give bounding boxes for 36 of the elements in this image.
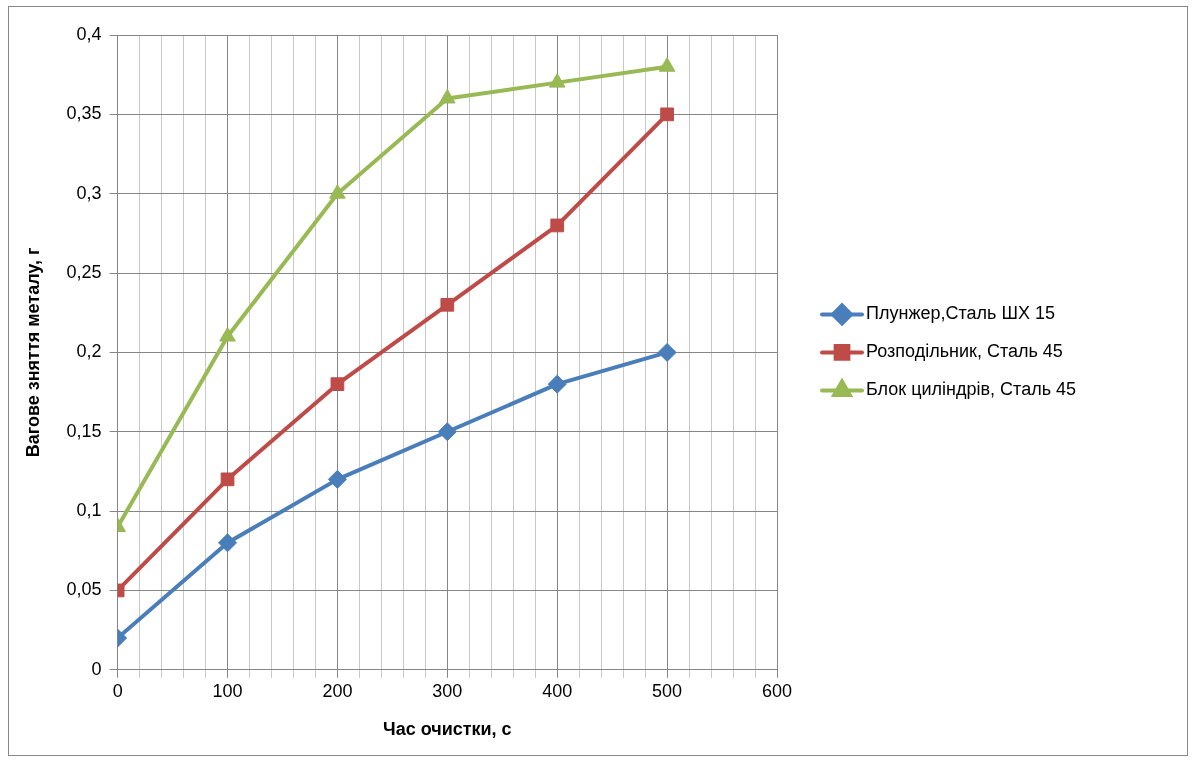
y-tick-label: 0 <box>91 658 102 679</box>
point <box>330 377 345 391</box>
x-tick-label: 200 <box>322 680 353 701</box>
y-axis-title: Вагове зняття металу, г <box>22 246 43 458</box>
y-tick-label: 0,2 <box>76 341 102 362</box>
legend-label: Блок циліндрів, Сталь 45 <box>866 379 1077 400</box>
x-tick-label: 100 <box>212 680 243 701</box>
point <box>660 107 674 122</box>
x-tick-label: 0 <box>112 680 123 701</box>
x-tick-label: 400 <box>542 680 573 701</box>
y-tick-label: 0,3 <box>76 182 102 203</box>
y-tick-label: 0,1 <box>76 500 102 521</box>
x-tick-label: 600 <box>761 680 793 701</box>
point <box>437 422 457 442</box>
point <box>219 327 236 342</box>
point <box>218 533 238 553</box>
point <box>329 184 346 199</box>
y-tick-label: 0,15 <box>66 420 102 441</box>
point <box>327 469 347 489</box>
point <box>548 73 566 88</box>
point <box>657 342 677 362</box>
x-tick-label: 500 <box>652 680 683 701</box>
legend-label: Розподільник, Сталь 45 <box>866 341 1063 362</box>
x-tick-label: 300 <box>432 680 463 701</box>
point <box>440 297 455 312</box>
y-tick-label: 0,25 <box>66 262 102 283</box>
point <box>658 57 676 72</box>
point <box>550 218 565 233</box>
y-tick-label: 0,05 <box>66 579 102 600</box>
legend-label: Плунжер,Сталь ШХ 15 <box>866 303 1055 324</box>
point <box>547 374 567 394</box>
x-axis-title: Час очистки, с <box>382 719 512 740</box>
point <box>220 472 235 487</box>
y-tick-label: 0,35 <box>66 103 102 124</box>
y-tick-label: 0,4 <box>76 23 102 44</box>
point <box>439 88 456 104</box>
